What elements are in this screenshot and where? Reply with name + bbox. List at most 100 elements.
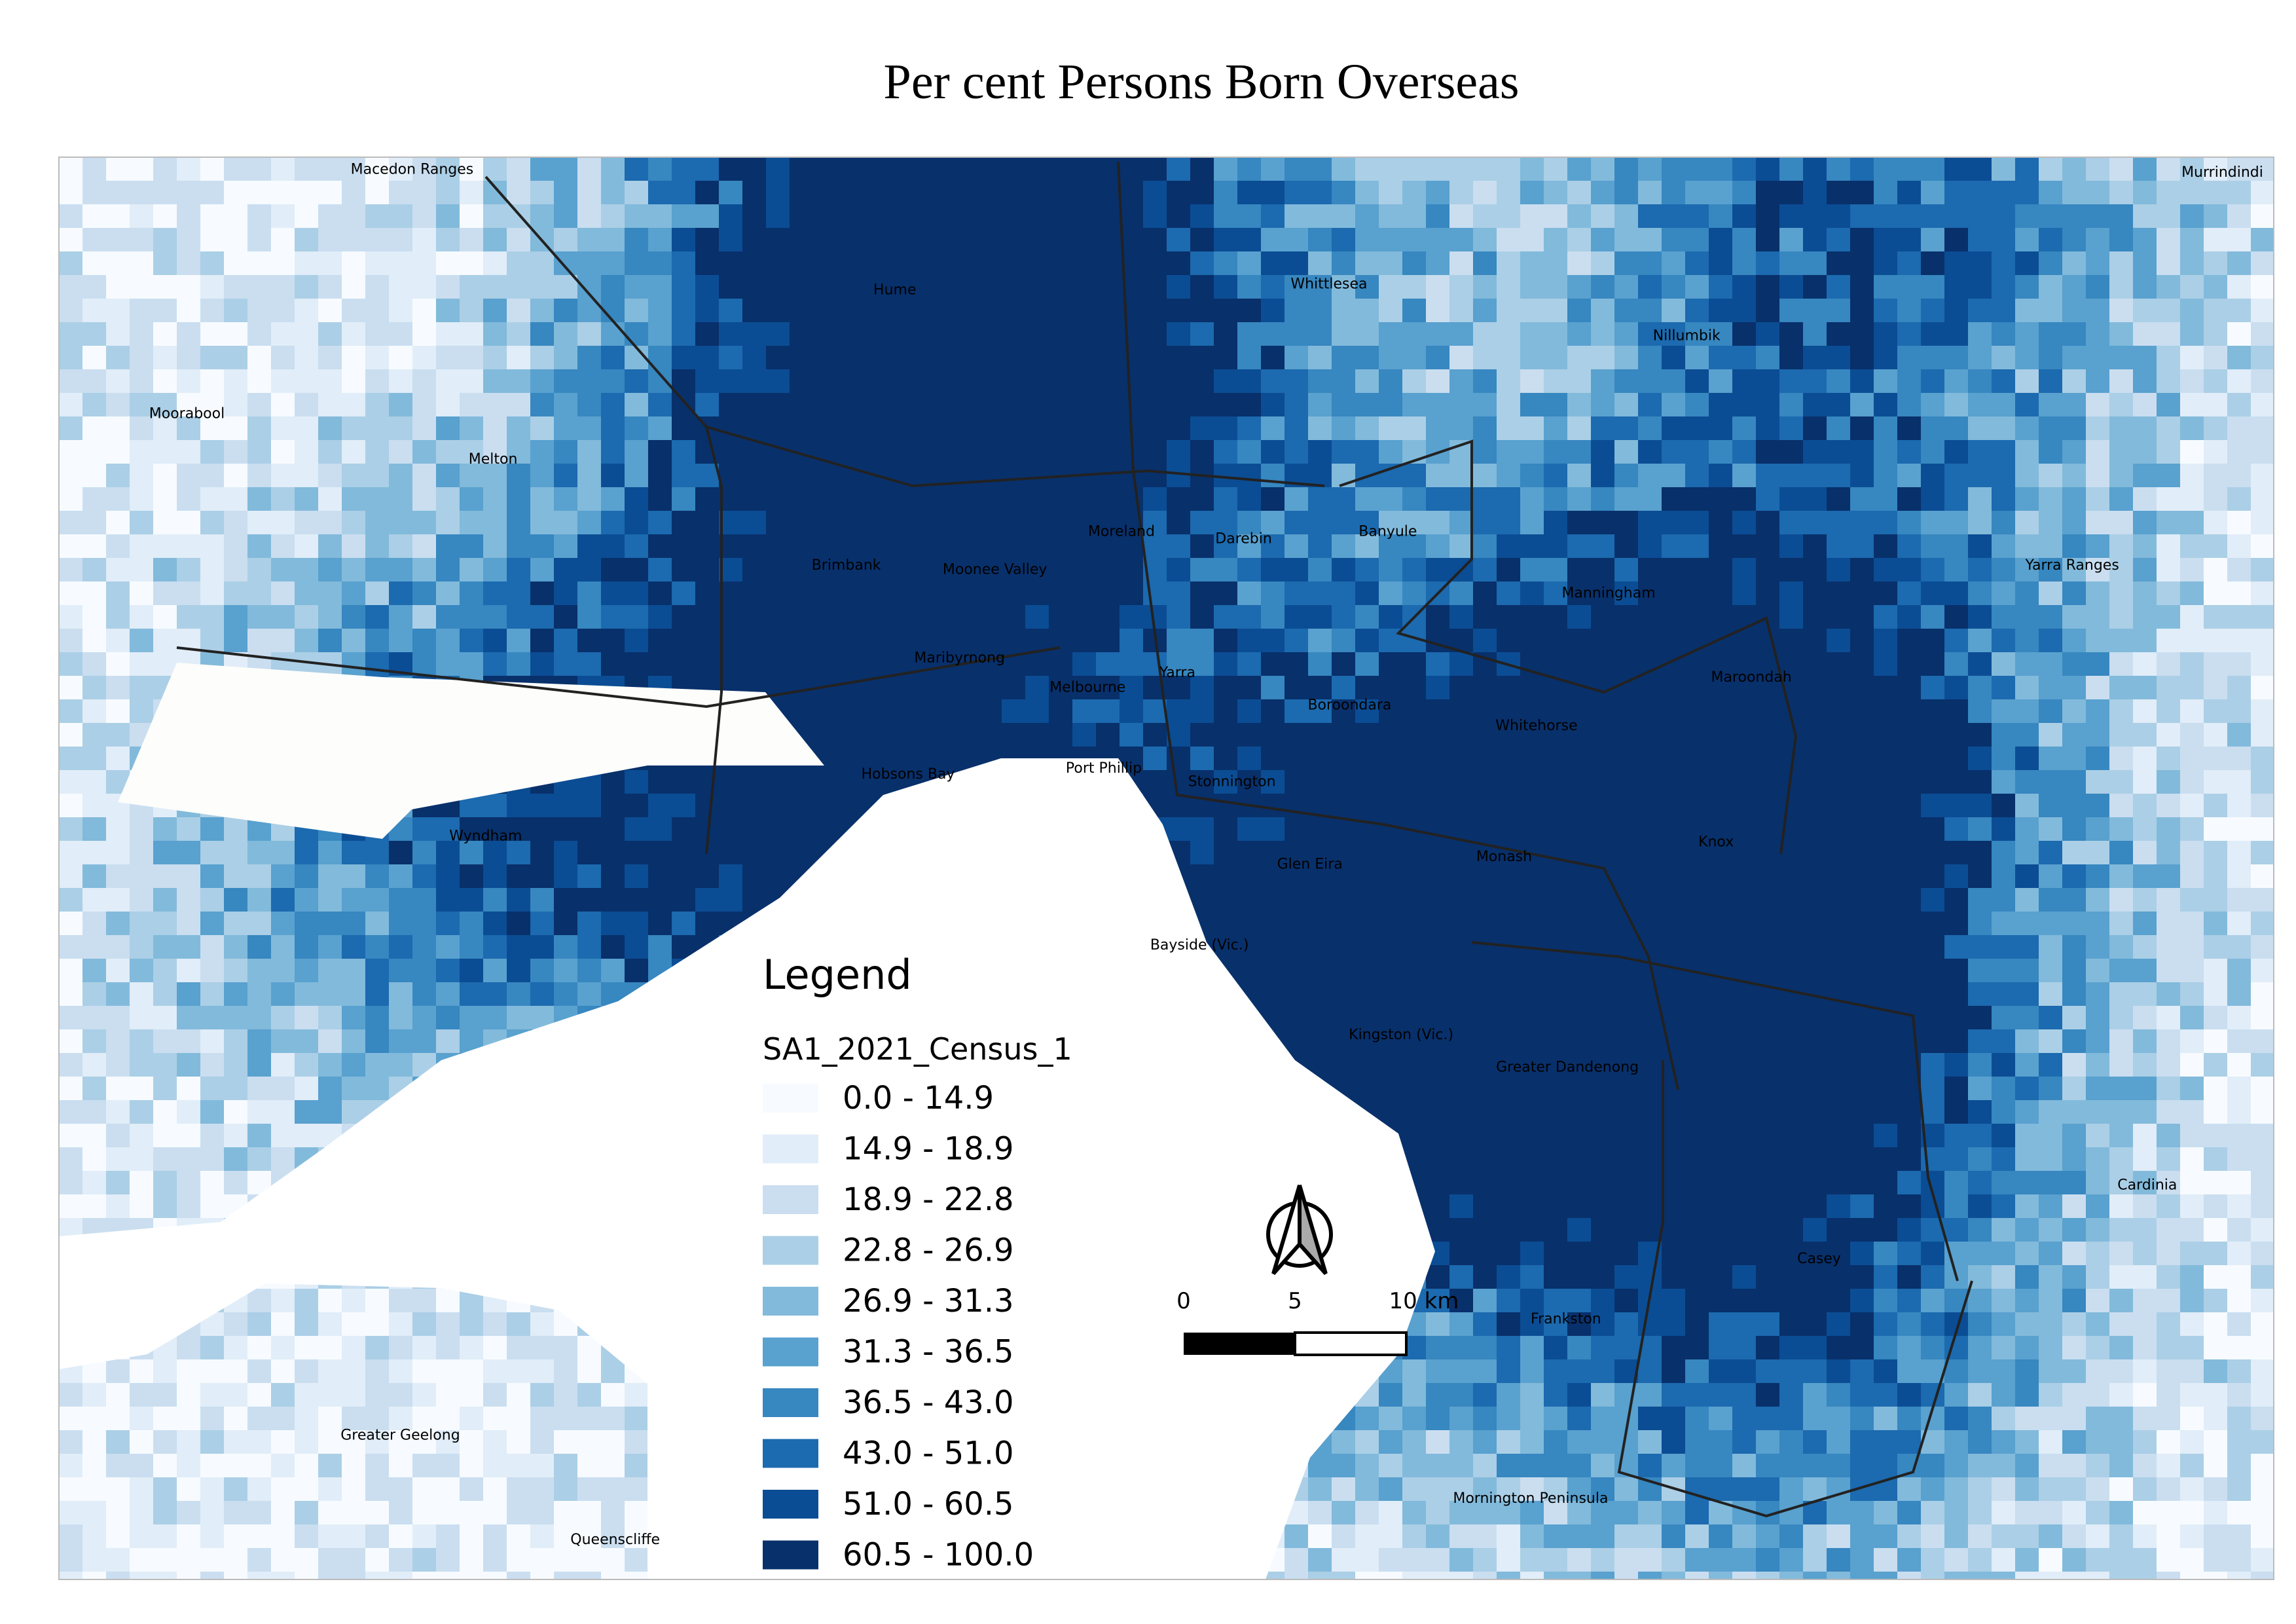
sa1-area (2157, 794, 2181, 818)
sa1-area (1779, 1194, 1804, 1219)
sa1-area (1685, 1265, 1709, 1289)
sa1-area (1968, 299, 1992, 323)
sa1-area (1685, 1359, 1709, 1384)
sa1-area (177, 1147, 201, 1172)
sa1-area (2157, 982, 2181, 1006)
sa1-area (200, 464, 225, 488)
sa1-area (1685, 299, 1709, 323)
sa1-area (271, 959, 295, 983)
sa1-area (1944, 1029, 1969, 1054)
sa1-area (1874, 1100, 1898, 1124)
sa1-area (554, 440, 578, 464)
sa1-area (860, 770, 884, 794)
sa1-area (1426, 534, 1450, 559)
sa1-area (1497, 534, 1521, 559)
sa1-area (1025, 699, 1049, 724)
sa1-area (1308, 652, 1332, 676)
sa1-area (1520, 511, 1544, 535)
sa1-area (200, 346, 225, 370)
sa1-area (931, 440, 955, 464)
sa1-area (1167, 228, 1191, 252)
sa1-area (1591, 1312, 1615, 1337)
sa1-area (1992, 935, 2016, 959)
sa1-area (2086, 416, 2110, 441)
sa1-area (625, 794, 649, 818)
sa1-area (884, 299, 908, 323)
sa1-area (1426, 464, 1450, 488)
sa1-area (1944, 1171, 1969, 1195)
sa1-area (1638, 581, 1662, 606)
sa1-area (1827, 605, 1851, 629)
sa1-area (130, 558, 154, 582)
sa1-area (200, 275, 225, 299)
sa1-area (695, 511, 720, 535)
sa1-area (1308, 511, 1332, 535)
sa1-area (1426, 487, 1450, 511)
sa1-area (1402, 935, 1427, 959)
sa1-area (554, 912, 578, 936)
sa1-area (978, 346, 1002, 370)
sa1-area (200, 629, 225, 653)
sa1-area (295, 511, 319, 535)
sa1-area (106, 1359, 130, 1384)
sa1-area (365, 959, 390, 983)
sa1-area (2086, 888, 2110, 912)
sa1-area (365, 487, 390, 511)
sa1-area (2204, 275, 2228, 299)
sa1-area (672, 888, 696, 912)
sa1-area (860, 346, 884, 370)
sa1-area (177, 864, 201, 889)
sa1-area (907, 534, 932, 559)
sa1-area (1944, 275, 1969, 299)
sa1-area (931, 346, 955, 370)
sa1-area (955, 558, 979, 582)
sa1-area (2062, 1289, 2086, 1313)
sa1-area (2039, 864, 2063, 889)
sa1-area (1709, 416, 1733, 441)
sa1-area (177, 511, 201, 535)
sa1-area (813, 699, 837, 724)
sa1-area (1638, 487, 1662, 511)
sa1-area (1850, 181, 1874, 205)
sa1-area (1709, 1147, 1733, 1172)
sa1-area (1544, 1029, 1568, 1054)
sa1-area (1921, 558, 1945, 582)
sa1-area (1992, 299, 2016, 323)
sa1-area (1214, 369, 1238, 394)
sa1-area (224, 581, 248, 606)
sa1-area (672, 369, 696, 394)
sa1-area (1874, 1265, 1898, 1289)
sa1-area (672, 275, 696, 299)
sa1-area (1709, 181, 1733, 205)
sa1-area (1261, 181, 1285, 205)
sa1-area (106, 1124, 130, 1148)
sa1-area (1850, 204, 1874, 229)
sa1-area (1520, 629, 1544, 653)
sa1-area (1402, 1029, 1427, 1054)
sa1-area (177, 935, 201, 959)
sa1-area (460, 534, 484, 559)
sa1-area (1614, 676, 1639, 700)
sa1-area (1709, 888, 1733, 912)
sa1-area (1779, 393, 1804, 417)
sa1-area (530, 204, 555, 229)
sa1-area (1968, 888, 1992, 912)
sa1-area (153, 1194, 177, 1219)
sa1-area (1261, 959, 1285, 983)
sa1-area (1190, 275, 1214, 299)
sa1-area (1520, 464, 1544, 488)
sa1-area (2180, 511, 2204, 535)
sa1-area (436, 204, 460, 229)
sa1-area (2227, 1383, 2251, 1407)
sa1-area (1662, 770, 1686, 794)
sa1-area (1261, 864, 1285, 889)
sa1-area (436, 181, 460, 205)
sa1-area (1850, 629, 1874, 653)
sa1-area (1827, 1029, 1851, 1054)
sa1-area (389, 487, 413, 511)
sa1-area (1779, 346, 1804, 370)
sa1-area (1803, 1077, 1827, 1101)
sa1-area (1049, 723, 1073, 747)
sa1-area (2015, 1383, 2039, 1407)
sa1-area (342, 558, 366, 582)
